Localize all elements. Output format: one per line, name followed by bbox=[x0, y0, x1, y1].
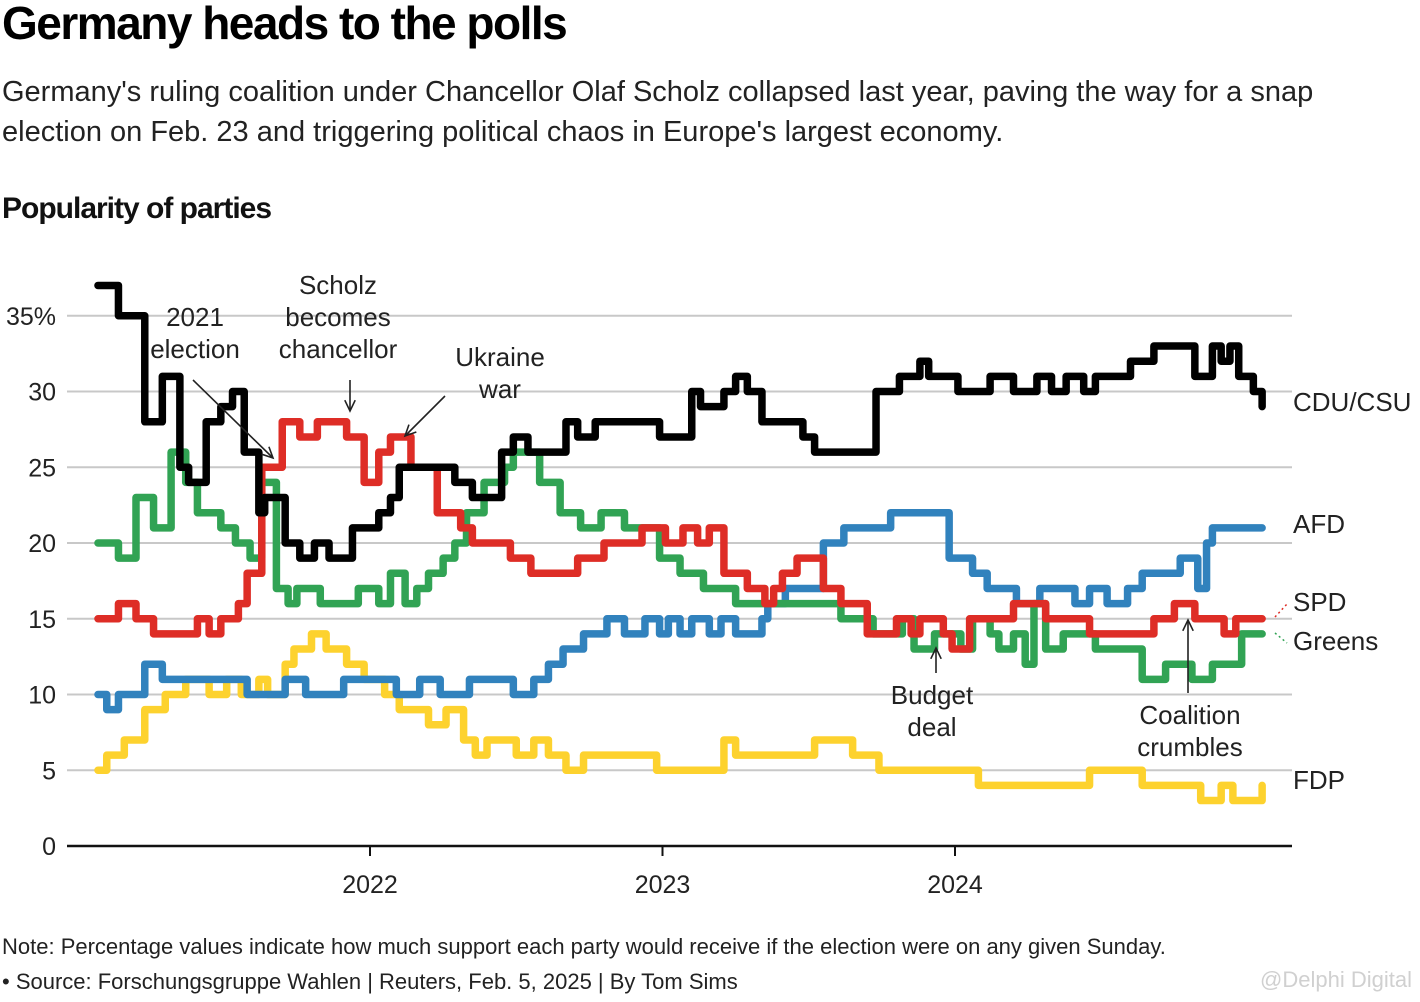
y-tick-label: 35% bbox=[6, 303, 56, 331]
arrow-2021-election-head bbox=[261, 446, 275, 460]
arrow-ukraine-war bbox=[404, 395, 446, 437]
y-tick-label: 20 bbox=[28, 530, 56, 558]
x-tick-label: 2023 bbox=[635, 871, 691, 899]
y-axis-ticks: 0 5 10 15 20 25 30 35% bbox=[6, 303, 56, 861]
annotation-2021-election: 2021 bbox=[166, 302, 224, 332]
y-tick-label: 15 bbox=[28, 606, 56, 634]
annotation-budget-deal: deal bbox=[907, 712, 956, 742]
greens-leader bbox=[1274, 632, 1288, 644]
series-label-fdp: FDP bbox=[1293, 765, 1345, 795]
spd-leader bbox=[1274, 603, 1288, 618]
series-label-cdu-csu: CDU/CSU bbox=[1293, 387, 1411, 417]
y-tick-label: 25 bbox=[28, 454, 56, 482]
arrow-coalition-crumbles-head bbox=[1182, 618, 1194, 632]
series-label-greens: Greens bbox=[1293, 626, 1378, 656]
series-line-greens bbox=[94, 448, 1266, 684]
x-tick-label: 2022 bbox=[342, 871, 398, 899]
annotation-2021-election: election bbox=[150, 334, 240, 364]
source-credit: • Source: Forschungsgruppe Wahlen | Reut… bbox=[2, 969, 738, 994]
arrow-ukraine-war-head bbox=[403, 424, 417, 438]
series-label-spd: SPD bbox=[1293, 587, 1346, 617]
series-label-afd: AFD bbox=[1293, 509, 1345, 539]
poll-chart: 0 5 10 15 20 25 30 35% 2022 2023 2024 CDU/CSU AFD S… bbox=[6, 270, 1412, 899]
y-tick-label: 5 bbox=[42, 757, 56, 785]
y-tick-label: 30 bbox=[28, 379, 56, 407]
y-tick-label: 0 bbox=[42, 833, 56, 861]
annotation-scholz-chancellor: chancellor bbox=[279, 334, 398, 364]
series-line-afd bbox=[94, 508, 1266, 714]
annotation-ukraine-war: war bbox=[478, 374, 521, 404]
annotation-coalition-crumbles: Coalition bbox=[1139, 700, 1240, 730]
page-subtitle: Germany's ruling coalition under Chancel… bbox=[2, 76, 1314, 148]
footnote: Note: Percentage values indicate how muc… bbox=[2, 934, 1166, 959]
direct-labels: CDU/CSU AFD SPD Greens FDP bbox=[1274, 387, 1411, 795]
annotation-ukraine-war: Ukraine bbox=[455, 342, 545, 372]
annotation-budget-deal: Budget bbox=[891, 680, 974, 710]
arrow-2021-election bbox=[192, 379, 274, 459]
annotation-coalition-crumbles: crumbles bbox=[1137, 732, 1242, 762]
chart-title: Popularity of parties bbox=[2, 192, 272, 225]
arrow-budget-deal-head bbox=[930, 646, 942, 660]
annotation-scholz-chancellor: becomes bbox=[285, 302, 391, 332]
x-tick-label: 2024 bbox=[927, 871, 983, 899]
series-lines bbox=[94, 281, 1266, 805]
annotation-scholz-chancellor: Scholz bbox=[299, 270, 377, 300]
series-line-fdp bbox=[94, 630, 1266, 805]
watermark: @Delphi Digital bbox=[1260, 967, 1412, 992]
series-line-cdu-csu bbox=[94, 281, 1266, 562]
x-axis: 2022 2023 2024 bbox=[67, 844, 1292, 899]
page-title: Germany heads to the polls bbox=[2, 0, 568, 49]
arrow-scholz-chancellor-head bbox=[344, 399, 356, 413]
y-tick-label: 10 bbox=[28, 682, 56, 710]
